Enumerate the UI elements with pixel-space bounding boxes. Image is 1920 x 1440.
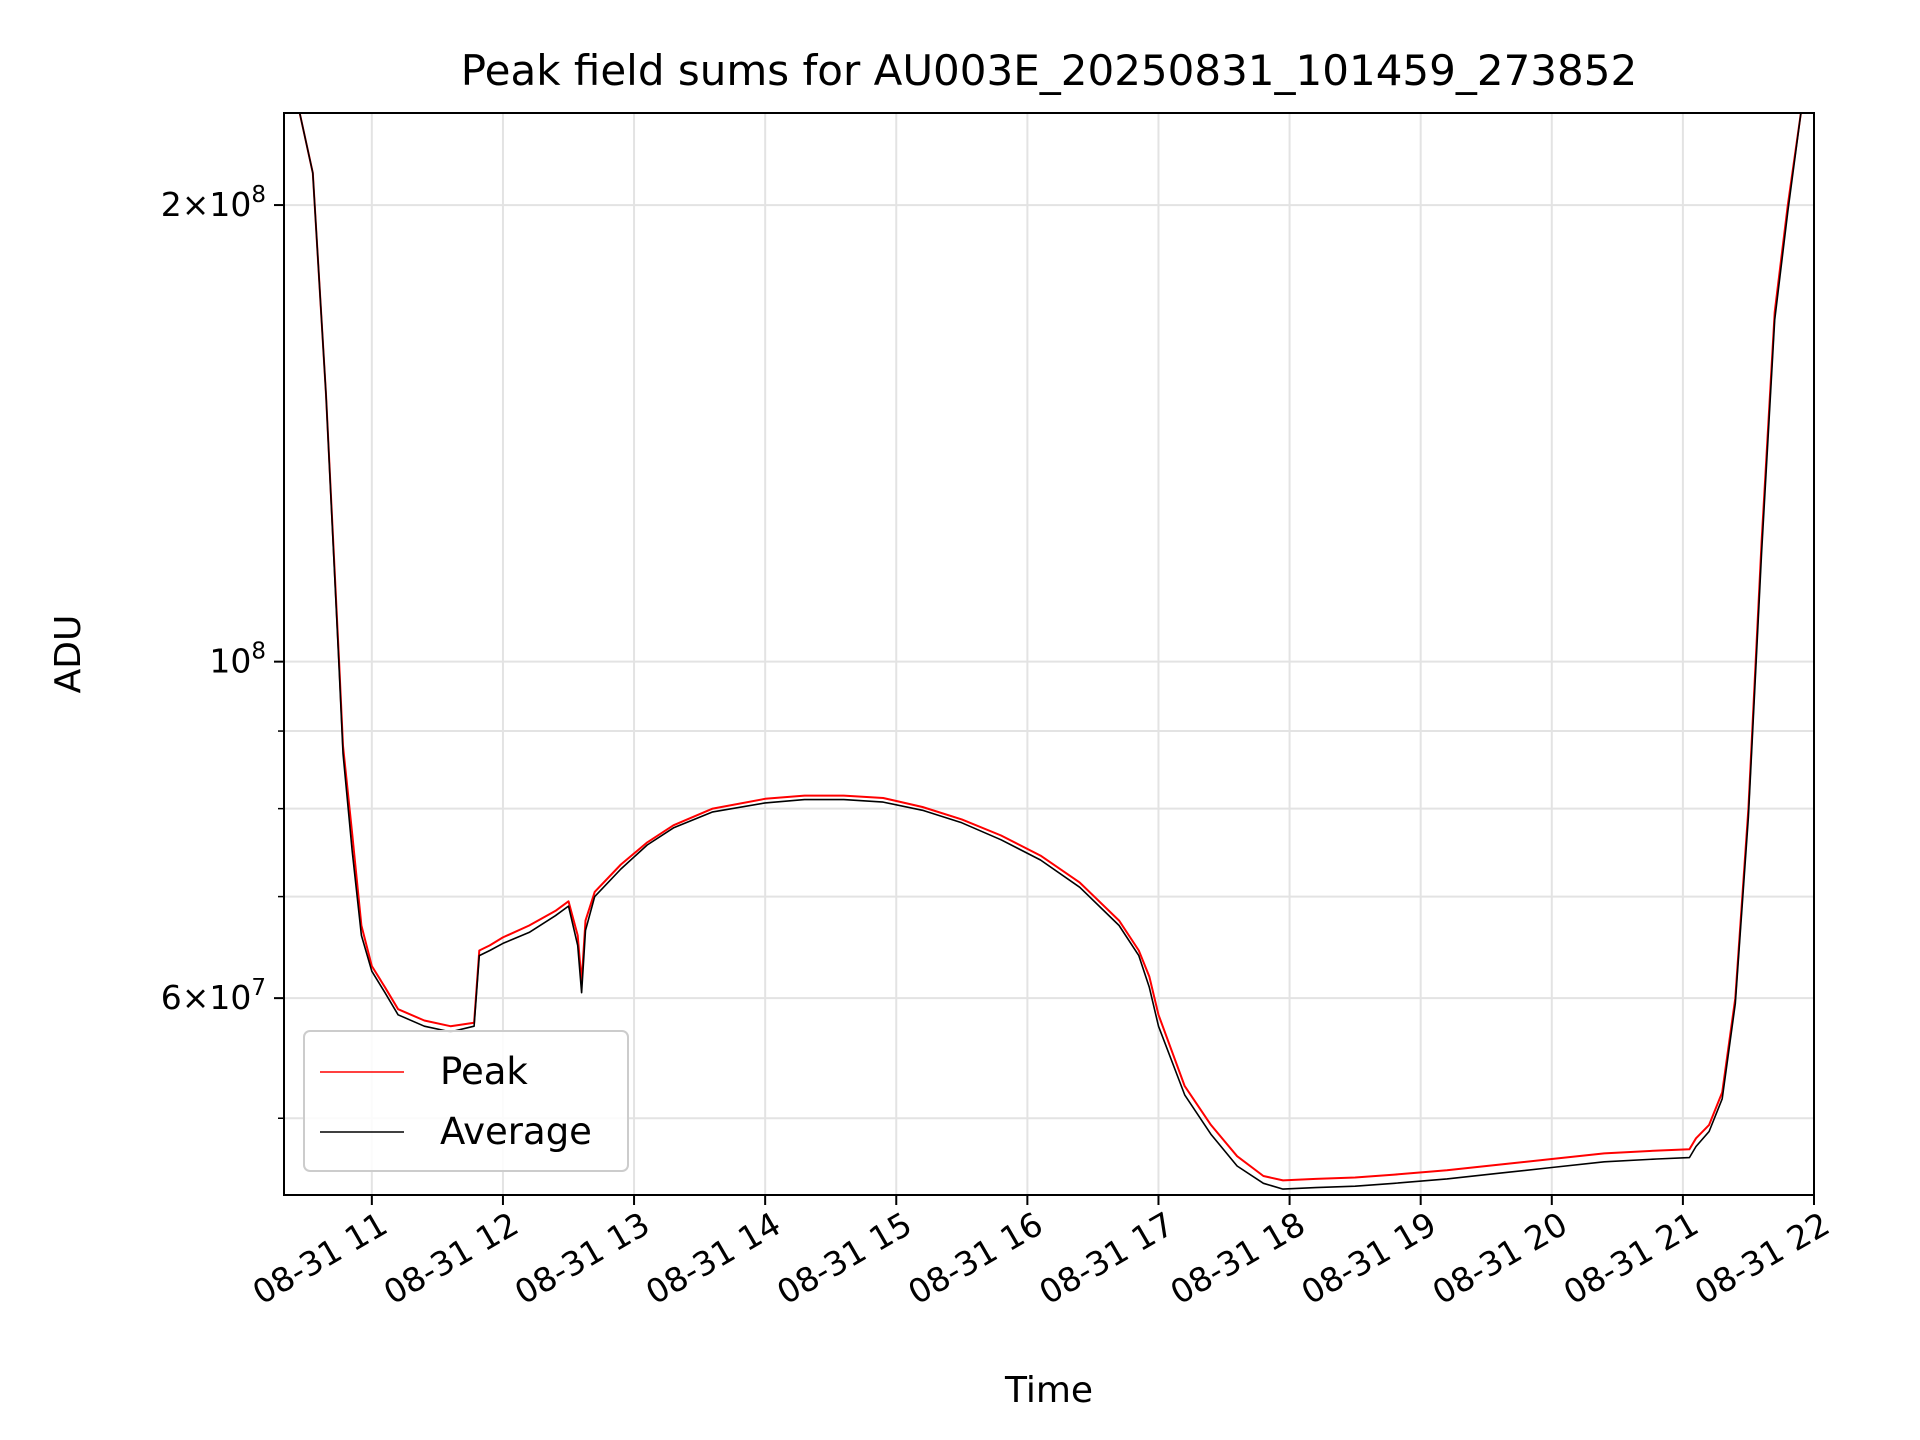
- plot-area: [284, 113, 1814, 1190]
- y-tick-label: 6×107: [161, 975, 266, 1017]
- legend-box: [303, 1030, 629, 1172]
- series-layer: [284, 113, 1814, 1190]
- x-axis-label: Time: [1004, 1370, 1093, 1411]
- y-tick-label: 108: [209, 639, 266, 681]
- series-line-peak: [284, 113, 1814, 1182]
- y-axis-label: ADU: [48, 615, 89, 694]
- y-axis: 2×108 108 6×107: [161, 182, 284, 1119]
- chart-title: Peak field sums for AU003E_20250831_1014…: [461, 46, 1637, 95]
- plot-frame: [283, 112, 1815, 1196]
- legend: Peak Average: [303, 1030, 629, 1172]
- y-tick-label: 2×108: [161, 182, 266, 224]
- legend-label-average: Average: [440, 1110, 592, 1153]
- legend-label-peak: Peak: [440, 1050, 528, 1093]
- series-line-average: [284, 113, 1814, 1190]
